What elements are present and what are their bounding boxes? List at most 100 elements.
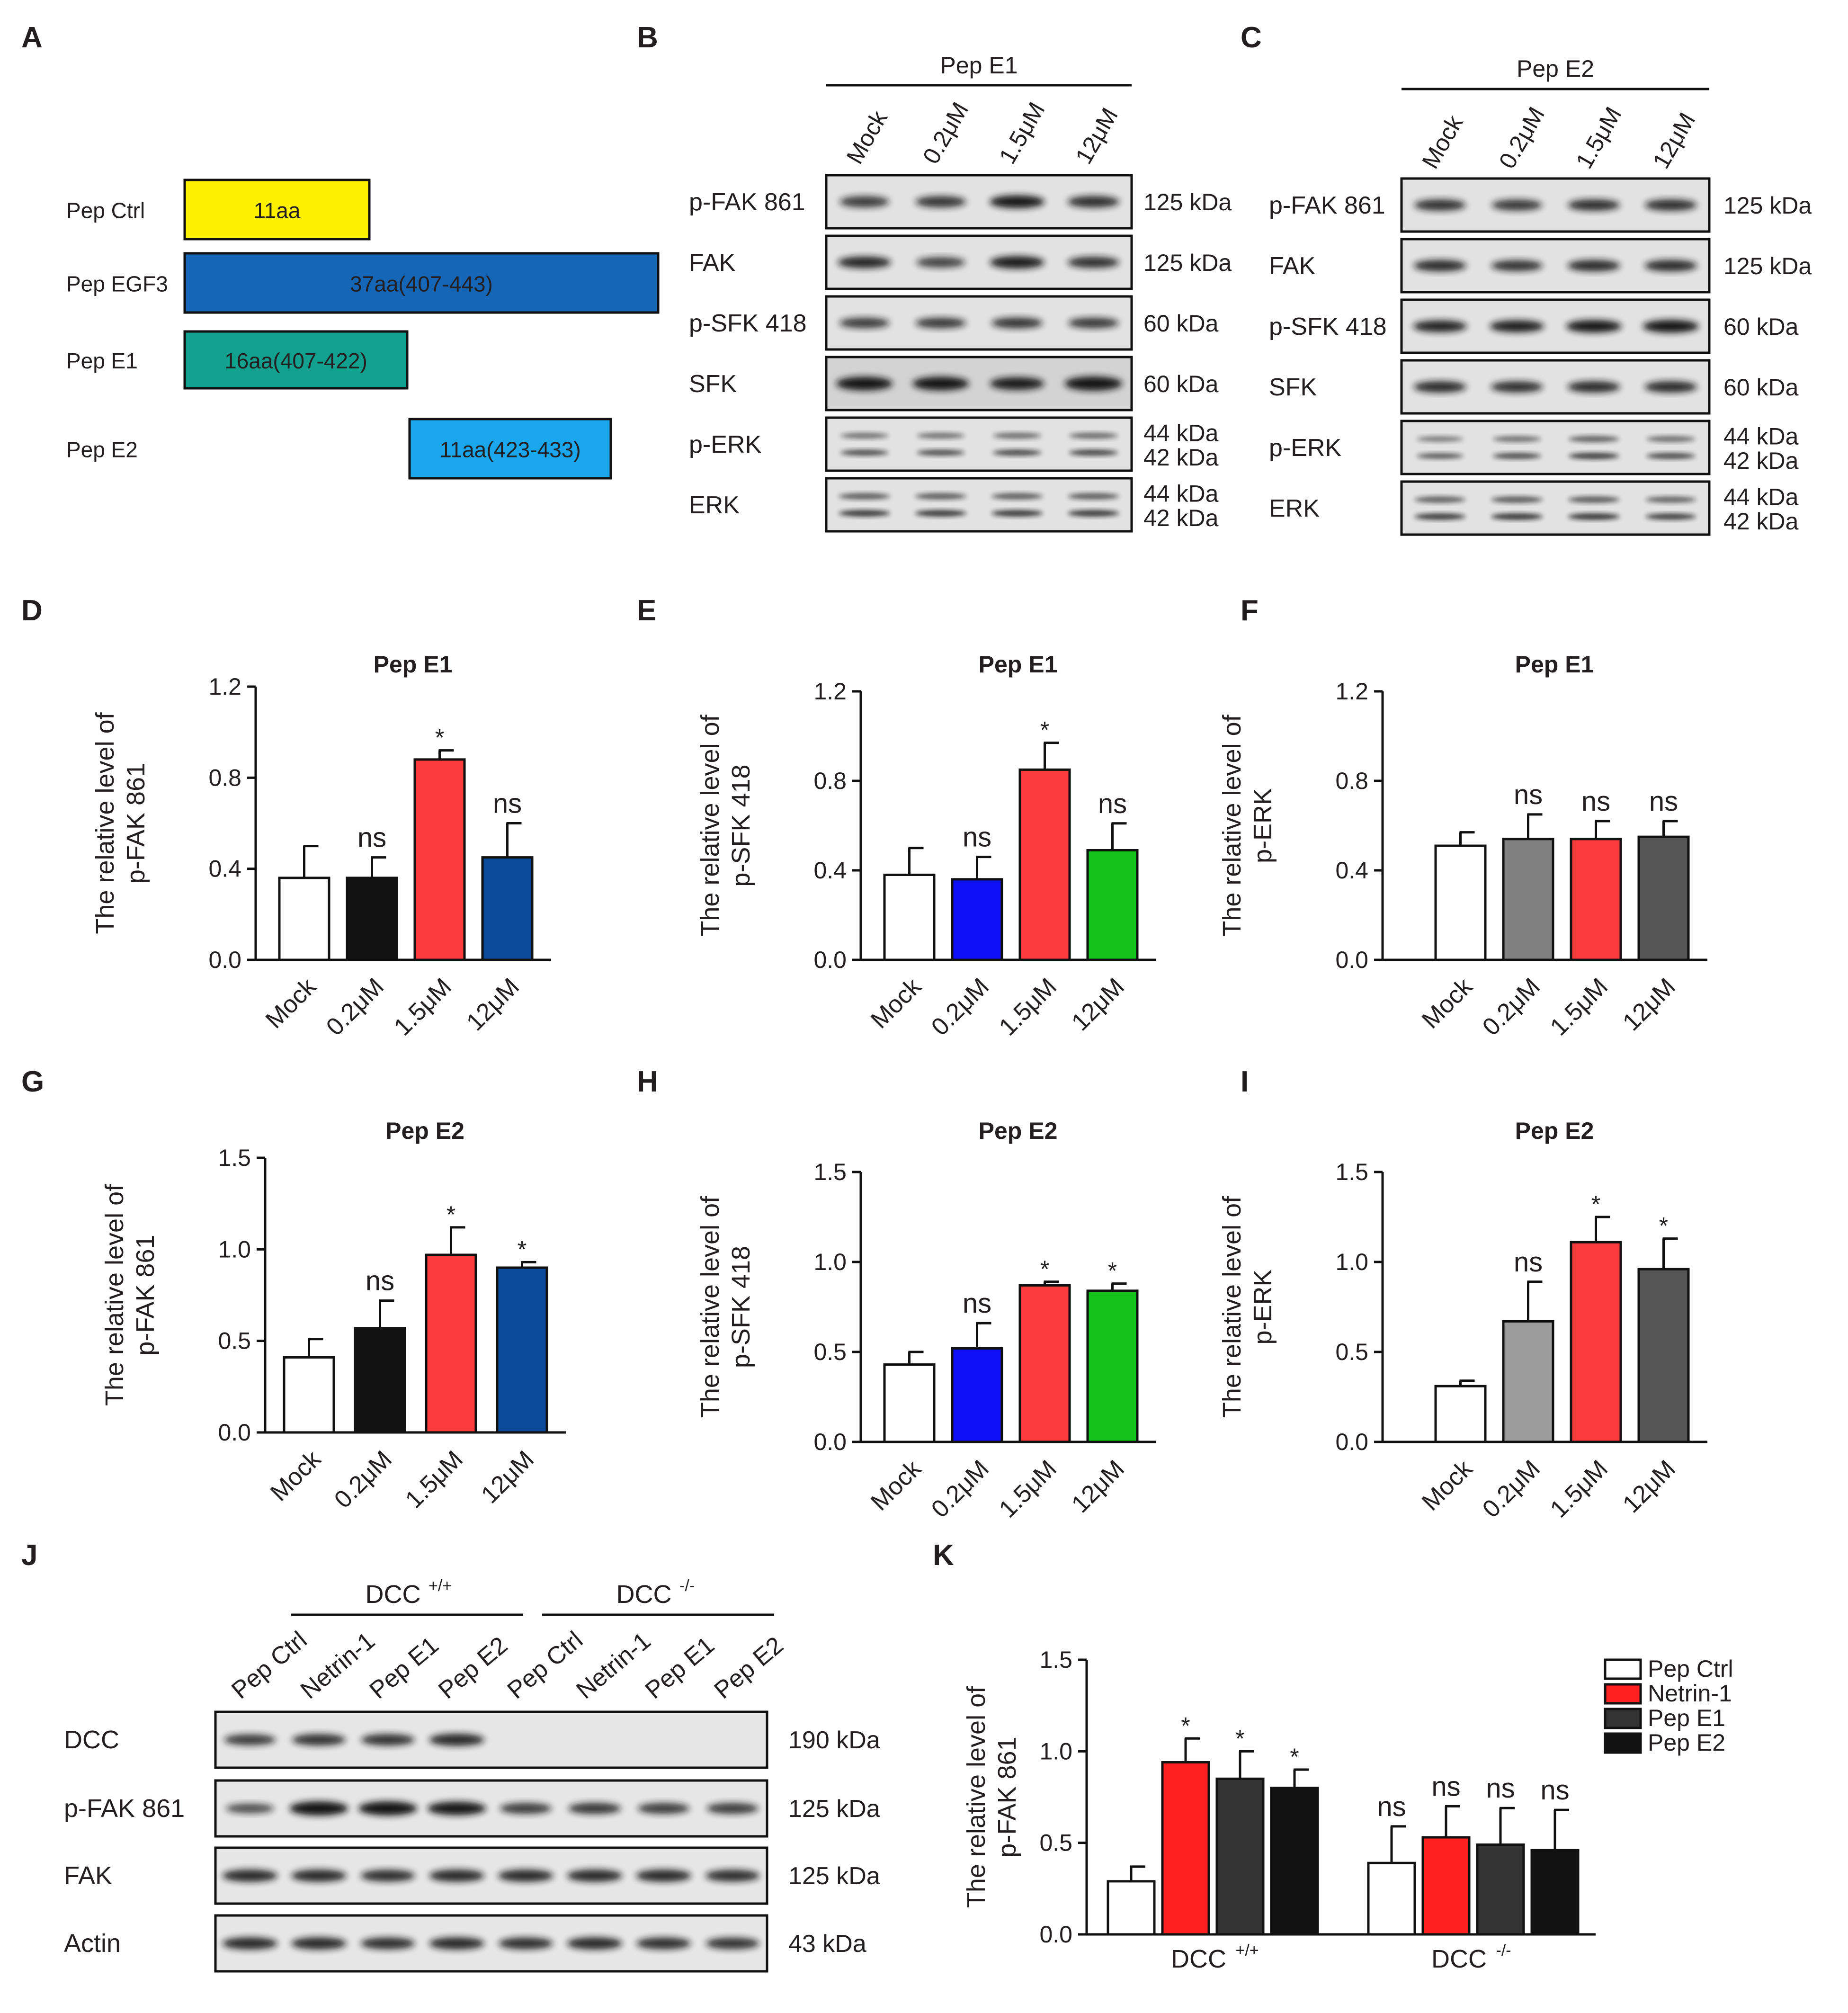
protein-band [915,318,966,328]
panel-letter-h: H [637,1065,658,1098]
protein-band-lower [1569,453,1619,459]
significance-label: * [1290,1744,1299,1770]
protein-band [360,1870,415,1882]
bar-chart-i: Pep E2 0.0 0.5 1.0 1.5 The relative level of p… [1218,1118,1707,1523]
significance-label: * [1040,717,1049,743]
protein-band-upper [1417,436,1464,442]
panel-letter-j: J [21,1539,37,1572]
y-tick-label: 1.5 [1335,1159,1368,1185]
y-axis-label: p-FAK 861 [131,1235,160,1355]
protein-band-lower [840,449,889,456]
x-tick-label: 0.2μM [1477,1455,1545,1523]
y-axis-label: The relative level of [100,1184,129,1406]
protein-band-lower [1568,513,1620,520]
bar [883,873,936,961]
protein-band [1644,260,1697,271]
peptide-name-label: Pep E1 [66,349,138,373]
x-tick-label: 1.5μM [1545,1455,1613,1523]
x-tick-label: 0.2μM [1477,973,1545,1041]
bar [1570,1241,1622,1443]
x-tick-label: 12μM [1066,1455,1130,1518]
lane-label: 1.5μM [994,98,1050,168]
y-tick-label: 1.0 [1039,1738,1072,1764]
protein-band [225,1803,274,1814]
blot-protein-label: SFK [1269,374,1317,401]
lane-label: Pep E2 [709,1631,789,1704]
panel-letter-f: F [1241,594,1259,627]
protein-band [1067,196,1119,208]
x-tick-label: 1.5μM [994,1455,1062,1523]
protein-band-upper [1414,496,1466,503]
lane-label: Pep E2 [433,1631,513,1704]
y-axis-label: p-ERK [1249,1269,1277,1344]
genotype-header: DCC [616,1580,672,1609]
x-tick-label: 0.2μM [329,1445,397,1513]
legend-swatch [1604,1708,1642,1729]
y-axis-label: The relative level of [962,1686,991,1908]
protein-band-lower [915,510,966,517]
y-tick-label: 0.5 [1335,1339,1368,1365]
protein-band [360,1937,415,1950]
peptide-length-label: 37aa(407-443) [350,272,493,296]
peptide-name-label: Pep E2 [66,438,138,462]
x-tick-label: Mock [1417,1455,1478,1516]
bar [1161,1761,1210,1936]
x-tick-label: 12μM [1617,973,1681,1036]
lane-label: 12μM [1070,103,1123,168]
x-tick-label: 12μM [1066,973,1130,1036]
protein-band-upper [917,432,965,439]
protein-band [1643,320,1699,333]
significance-label: ns [1514,779,1543,810]
bar [1476,1843,1525,1936]
protein-band [1067,257,1119,268]
significance-label: * [1235,1725,1244,1752]
protein-band [498,1870,554,1882]
significance-label: ns [1431,1771,1460,1802]
protein-band-lower [993,449,1042,456]
peptide-name-label: Pep EGF3 [66,272,168,296]
bar [1570,838,1622,961]
protein-band [1413,320,1467,332]
significance-label: ns [1098,788,1127,819]
bar [1502,1320,1554,1443]
protein-band [429,1734,484,1746]
protein-band [222,1870,278,1882]
protein-band [1644,381,1697,393]
genotype-superscript: -/- [679,1577,695,1595]
panel-letter-k: K [933,1539,954,1572]
bar [283,1356,335,1434]
panel-letter-c: C [1241,21,1262,54]
protein-band [568,1803,621,1814]
protein-band [1413,260,1466,271]
molecular-weight-label: 60 kDa [1143,371,1219,397]
legend-swatch [1604,1683,1642,1705]
significance-label: * [446,1201,455,1228]
panel-letter-e: E [637,594,656,627]
peptide-name-label: Pep Ctrl [66,198,145,223]
molecular-weight-label: 125 kDa [1143,189,1232,215]
molecular-weight-label: 190 kDa [788,1727,880,1754]
x-tick-label: 12μM [461,973,525,1036]
group-label: DCC [1171,1945,1226,1973]
protein-band [1491,381,1543,393]
y-tick-label: 1.0 [813,1249,847,1275]
bar [413,758,466,961]
group-label: DCC [1431,1945,1487,1973]
significance-label: * [1040,1256,1049,1282]
blot-membrane [825,477,1133,533]
x-tick-label: 1.5μM [994,973,1062,1041]
molecular-weight-label: 125 kDa [788,1795,880,1823]
protein-band-lower [1069,449,1118,456]
bar [951,878,1003,961]
significance-label: ns [1540,1775,1569,1806]
protein-band-upper [840,432,889,439]
y-axis-label: p-SFK 418 [727,764,755,886]
y-tick-label: 1.5 [1039,1646,1072,1673]
blot-protein-label: ERK [1269,495,1320,522]
bar [883,1363,936,1443]
protein-band [991,317,1043,329]
molecular-weight-label: 60 kDa [1143,310,1219,337]
bar [278,877,330,961]
lane-label: Mock [841,106,893,168]
peptide-length-label: 16aa(407-422) [224,349,367,373]
